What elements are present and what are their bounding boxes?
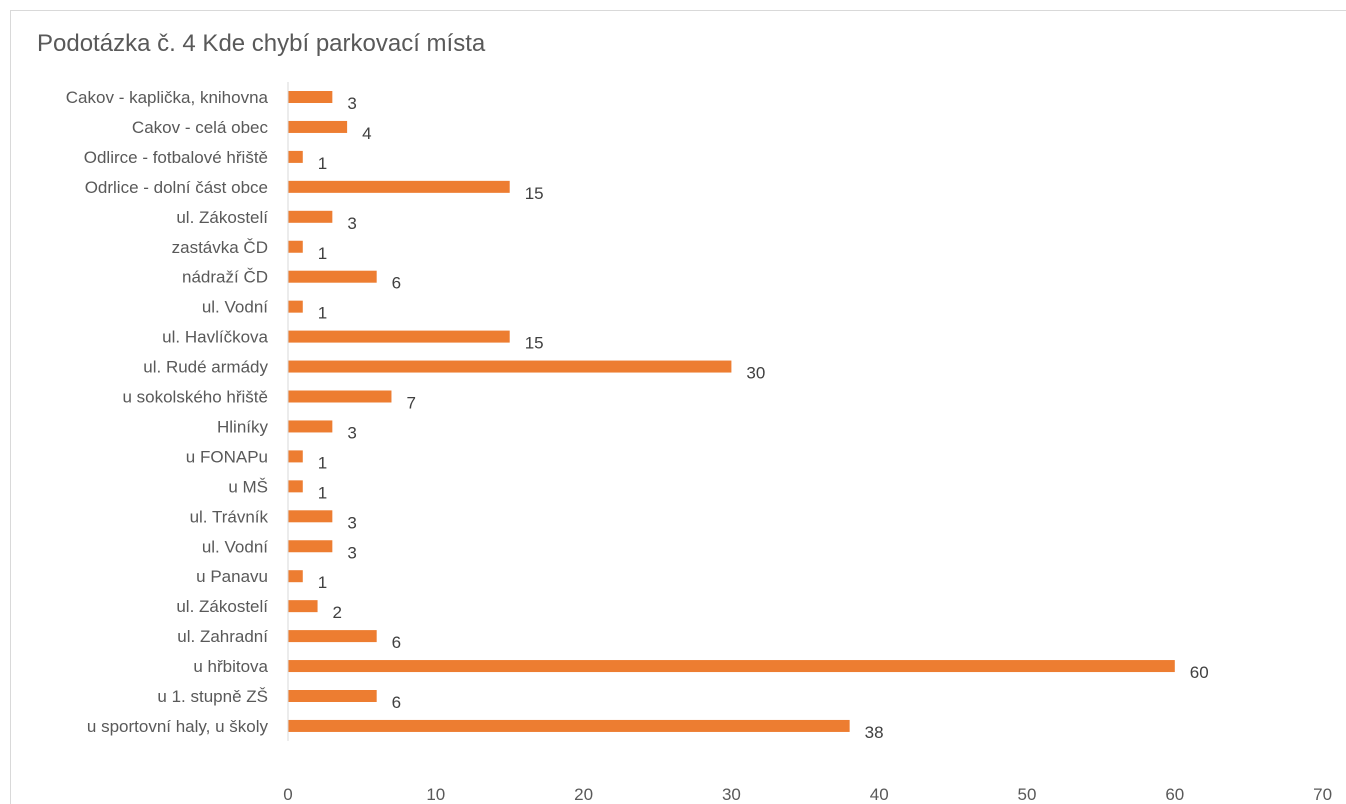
data-label: 2 <box>333 603 342 622</box>
data-label: 3 <box>347 423 356 442</box>
bar <box>288 150 303 163</box>
category-label: ul. Zákostelí <box>176 597 268 616</box>
bar <box>288 420 333 433</box>
data-label: 1 <box>318 154 327 173</box>
bar <box>288 180 510 193</box>
data-label: 60 <box>1190 663 1209 682</box>
x-tick-label: 70 <box>1313 785 1332 804</box>
category-label: u FONAPu <box>186 447 268 466</box>
data-label: 15 <box>525 334 544 353</box>
category-label: ul. Zahradní <box>177 627 268 646</box>
x-tick-label: 40 <box>870 785 889 804</box>
x-tick-labels-group: 0 10 20 30 40 50 60 70 <box>283 785 1332 804</box>
category-label: ul. Zákostelí <box>176 208 268 227</box>
category-label: ul. Rudé armády <box>143 358 268 377</box>
x-tick-label: 50 <box>1018 785 1037 804</box>
chart-frame <box>10 10 1346 804</box>
bar <box>288 360 732 373</box>
data-label: 3 <box>347 94 356 113</box>
data-label: 30 <box>746 364 765 383</box>
data-label: 6 <box>392 693 401 712</box>
bar <box>288 390 392 403</box>
category-label: u sportovní haly, u školy <box>87 717 269 736</box>
category-label: Odrlice - dolní část obce <box>85 178 268 197</box>
data-label: 38 <box>865 723 884 742</box>
category-label: Cakov - kaplička, knihovna <box>66 88 269 107</box>
bar <box>288 450 303 463</box>
x-tick-label: 30 <box>722 785 741 804</box>
bar <box>288 510 333 523</box>
x-tick-label: 10 <box>426 785 445 804</box>
bar <box>288 210 333 223</box>
category-label: ul. Vodní <box>202 537 268 556</box>
bars-group <box>288 91 1175 732</box>
bar <box>288 630 377 643</box>
data-label: 1 <box>318 573 327 592</box>
category-label: ul. Havlíčkova <box>162 328 268 347</box>
category-label: ul. Vodní <box>202 298 268 317</box>
data-label: 1 <box>318 304 327 323</box>
bar <box>288 270 377 283</box>
category-label: u MŠ <box>228 477 268 496</box>
x-tick-label: 20 <box>574 785 593 804</box>
data-label: 1 <box>318 453 327 472</box>
data-label: 6 <box>392 633 401 652</box>
data-label: 7 <box>406 394 415 413</box>
data-label: 1 <box>318 244 327 263</box>
data-label: 3 <box>347 513 356 532</box>
data-label: 4 <box>362 124 371 143</box>
bar <box>288 690 377 702</box>
category-label: u hřbitova <box>193 657 268 676</box>
data-label: 3 <box>347 543 356 562</box>
category-label: ul. Trávník <box>190 507 269 526</box>
data-label: 6 <box>392 274 401 293</box>
data-label: 1 <box>318 483 327 502</box>
bar <box>288 240 303 253</box>
chart-title: Podotázka č. 4 Kde chybí parkovací místa <box>37 30 486 57</box>
bar <box>288 330 510 343</box>
bar <box>288 300 303 313</box>
bar <box>288 91 333 103</box>
category-label: Cakov - celá obec <box>132 118 269 137</box>
data-label: 15 <box>525 184 544 203</box>
bar <box>288 120 348 133</box>
category-label: zastávka ČD <box>172 238 268 257</box>
category-label: u 1. stupně ZŠ <box>157 687 268 706</box>
bar <box>288 480 303 493</box>
category-labels-group: Cakov - kaplička, knihovna Cakov - celá o… <box>66 88 269 736</box>
category-label: u sokolského hřiště <box>122 388 268 407</box>
bar <box>288 570 303 583</box>
category-label: Odlirce - fotbalové hřiště <box>84 148 268 167</box>
bar <box>288 540 333 553</box>
category-label: Hliníky <box>217 417 269 436</box>
category-label: u Panavu <box>196 567 268 586</box>
bar <box>288 600 318 613</box>
x-tick-label: 0 <box>283 785 292 804</box>
bar <box>288 719 850 732</box>
x-tick-label: 60 <box>1165 785 1184 804</box>
category-label: nádraží ČD <box>182 268 268 287</box>
data-label: 3 <box>347 214 356 233</box>
bar <box>288 660 1175 673</box>
